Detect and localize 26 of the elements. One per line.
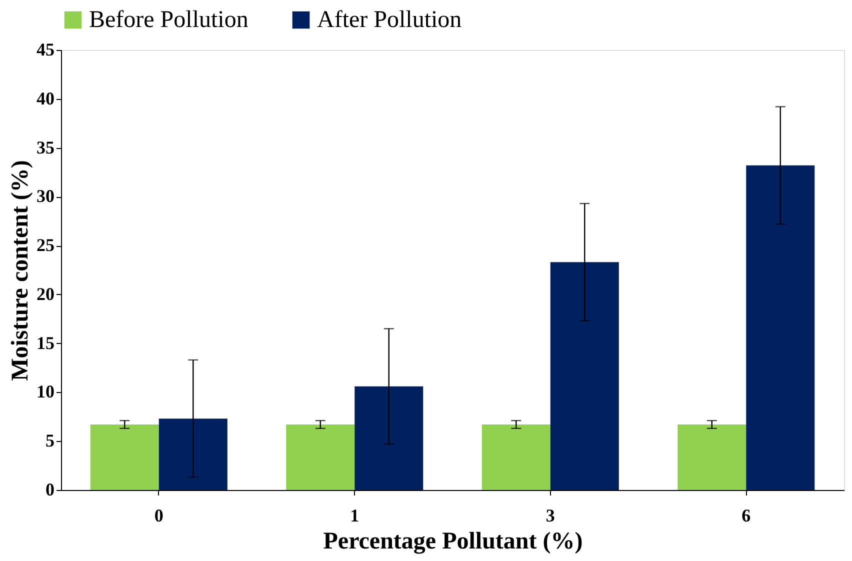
y-tick-label: 40: [36, 88, 54, 108]
bar: [354, 386, 424, 490]
y-tick-label: 25: [36, 235, 54, 256]
x-tick-label: 0: [154, 506, 164, 526]
y-tick-label: 30: [36, 186, 54, 206]
bar: [550, 262, 619, 490]
bar: [746, 165, 815, 490]
bar: [158, 418, 228, 490]
x-tick-label: 6: [742, 506, 751, 526]
y-tick-label: 45: [36, 40, 54, 60]
bar: [90, 424, 159, 490]
y-tick-label: 0: [46, 480, 54, 500]
legend-label: Before Pollution: [89, 7, 248, 33]
x-tick-label: 1: [350, 506, 360, 526]
bar: [286, 424, 355, 490]
y-tick-label: 35: [36, 137, 54, 158]
y-tick-label: 15: [36, 332, 54, 353]
legend-label: After Pollution: [317, 7, 462, 33]
y-tick-label: 20: [36, 284, 54, 304]
bar: [482, 424, 550, 490]
y-tick-label: 10: [36, 382, 54, 402]
bar: [678, 424, 746, 490]
x-tick-label: 3: [546, 506, 555, 526]
x-axis-title: Percentage Pollutant (%): [323, 528, 583, 554]
y-tick-label: 5: [46, 430, 54, 451]
y-axis-title: Moisture content (%): [8, 160, 34, 381]
